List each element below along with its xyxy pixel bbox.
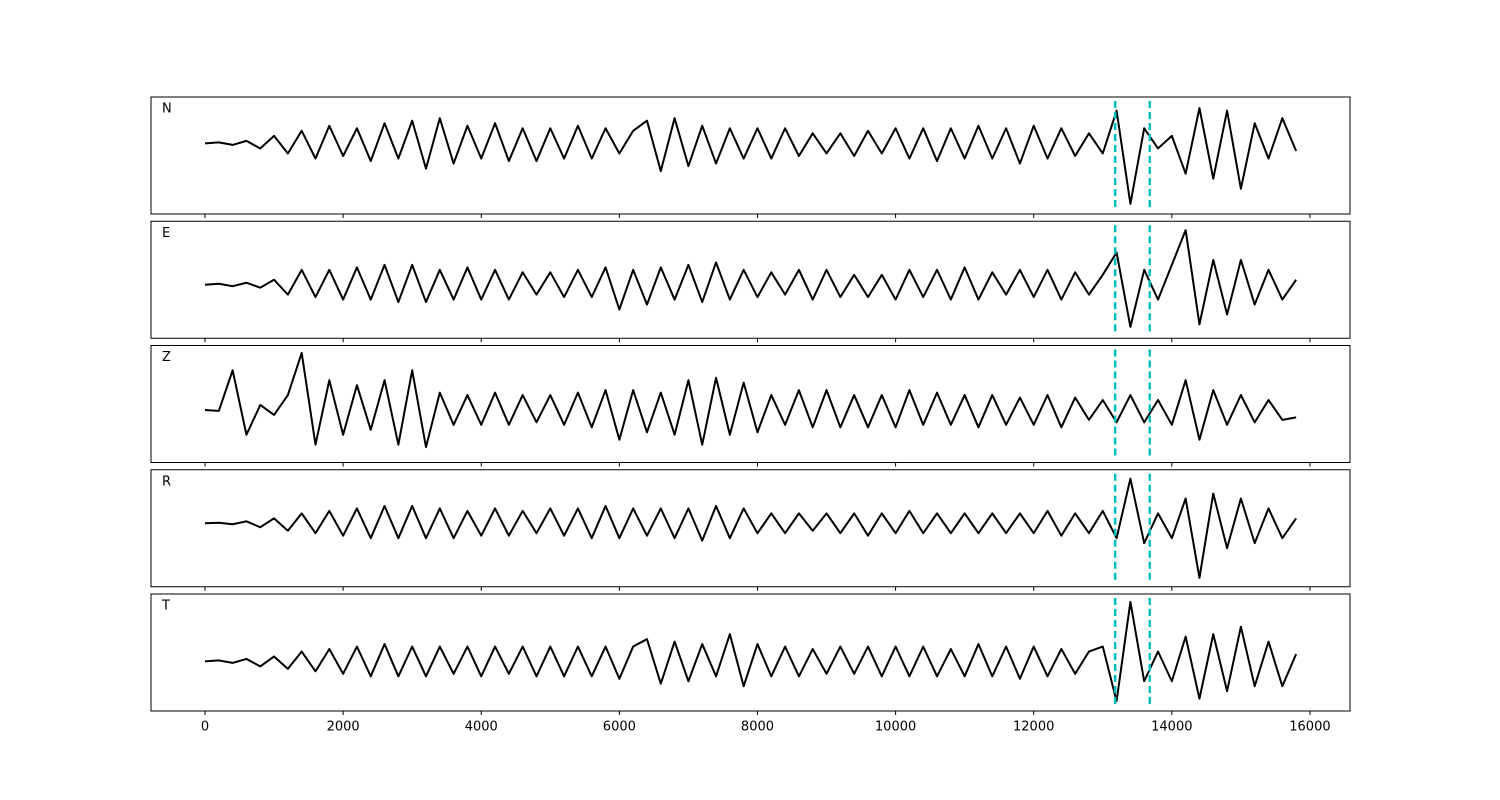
panel-label: E	[162, 226, 170, 241]
x-tick-label: 14000	[1151, 720, 1192, 735]
x-tick-label: 4000	[465, 720, 498, 735]
x-tick-label: 8000	[741, 720, 774, 735]
x-tick-label: 10000	[875, 720, 916, 735]
panel: E	[150, 220, 1351, 343]
x-tick-label: 16000	[1289, 720, 1330, 735]
panel-label: R	[162, 474, 171, 489]
panel-frame	[150, 96, 1351, 215]
panel-frame	[150, 220, 1351, 339]
trace	[204, 600, 1298, 703]
trace	[204, 351, 1297, 449]
x-tick-label: 2000	[327, 720, 360, 735]
x-tick-label: 0	[201, 720, 209, 735]
panel-label: Z	[162, 350, 171, 365]
trace	[204, 107, 1298, 205]
trace	[204, 229, 1297, 328]
panel: T 0 2000 4000 6000 8000 10000 12000 14000 16000	[150, 593, 1351, 735]
panel-frame	[150, 593, 1351, 712]
panel: N	[150, 96, 1351, 218]
trace	[204, 477, 1297, 579]
panel-label: N	[162, 102, 172, 117]
panel: R	[150, 469, 1351, 591]
x-tick-label: 12000	[1013, 720, 1054, 735]
panel-frame	[150, 469, 1351, 588]
panel-label: T	[161, 599, 170, 614]
x-tick-label: 6000	[603, 720, 636, 735]
panel-frame	[150, 345, 1351, 463]
panel: Z	[150, 345, 1351, 467]
